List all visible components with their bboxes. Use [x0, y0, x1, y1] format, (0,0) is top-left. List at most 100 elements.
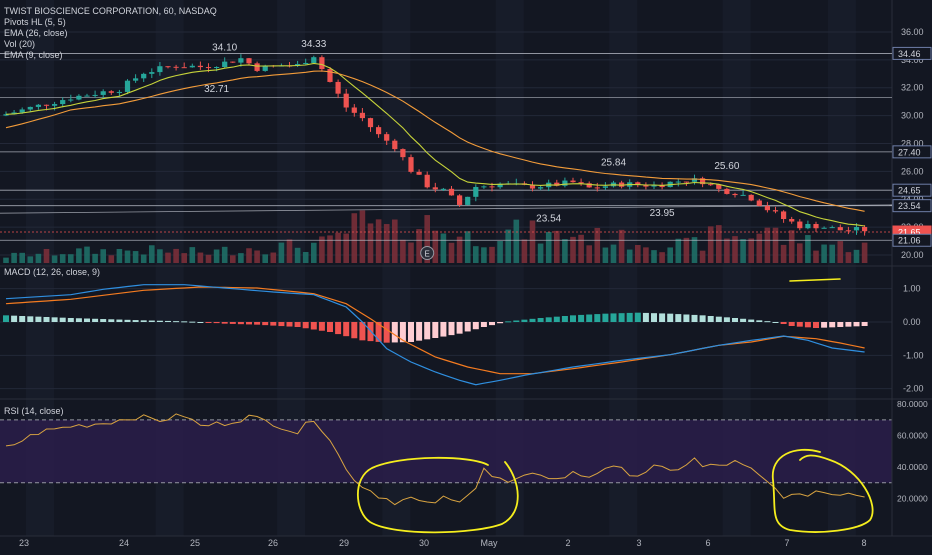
candle-body	[52, 104, 58, 106]
volume-bar	[554, 230, 560, 263]
price-level-tag[interactable]	[892, 46, 932, 60]
candle-body	[465, 196, 471, 205]
macd-histogram-bar	[440, 322, 447, 337]
price-level-tag[interactable]	[892, 199, 932, 213]
legend-vol[interactable]: Vol (20)	[4, 39, 36, 49]
annotation-ellipse[interactable]	[357, 456, 519, 534]
volume-bar	[124, 250, 131, 263]
volume-bar	[27, 256, 34, 263]
candle-body	[254, 63, 260, 71]
time-axis-label: 3	[636, 538, 641, 548]
macd-histogram-bar	[189, 321, 196, 323]
volume-bar	[157, 249, 163, 263]
volume-bar	[197, 252, 204, 263]
candle-body	[497, 183, 503, 188]
macd-histogram-bar	[310, 322, 317, 330]
macd-histogram-bar	[651, 313, 657, 322]
volume-bar	[716, 225, 722, 263]
volume-bar	[691, 237, 698, 263]
volume-bar	[59, 254, 66, 263]
candle-body	[724, 188, 730, 194]
candle-body	[570, 180, 576, 183]
annotation-underline[interactable]	[789, 278, 841, 282]
volume-bar	[521, 239, 528, 263]
volume-bar	[92, 253, 98, 263]
candle-body	[133, 78, 139, 81]
candle-body	[529, 184, 536, 189]
macd-histogram-bar	[108, 319, 115, 322]
macd-legend[interactable]: MACD (12, 26, close, 9)	[4, 267, 100, 278]
macd-histogram-bar	[594, 314, 601, 322]
macd-histogram-bar	[173, 321, 180, 323]
volume-bar	[788, 230, 795, 263]
chart-title: TWIST BIOSCIENCE CORPORATION, 60, NASDAQ	[4, 6, 217, 16]
annotation-ellipse[interactable]	[772, 448, 874, 533]
volume-bar	[626, 249, 633, 263]
macd-histogram-bar	[829, 322, 836, 328]
candle-body	[68, 99, 74, 101]
macd-histogram-bar	[51, 317, 58, 322]
macd-histogram-bar	[3, 315, 9, 322]
macd-histogram-bar	[602, 313, 609, 322]
time-axis-label: 25	[190, 538, 200, 548]
macd-histogram-bar	[796, 322, 803, 327]
volume-bar	[19, 252, 25, 263]
time-axis-label: 30	[419, 538, 429, 548]
volume-bar	[594, 227, 601, 263]
volume-bar	[408, 242, 414, 263]
macd-histogram-bar	[181, 321, 188, 323]
volume-bar	[116, 248, 123, 263]
legend-ema26[interactable]: EMA (26, close)	[4, 28, 68, 38]
time-axis-label: 29	[339, 538, 349, 548]
volume-bar	[165, 252, 171, 263]
volume-bar	[570, 236, 576, 263]
volume-bar	[659, 252, 665, 263]
volume-bar	[748, 238, 754, 263]
volume-bar	[699, 250, 706, 263]
candle-body	[619, 182, 625, 187]
candle-body	[837, 227, 843, 231]
volume-bar	[302, 252, 309, 263]
macd-tick-label: -1.00	[903, 350, 924, 360]
price-level-tag-label: 27.40	[898, 147, 921, 157]
volume-bar	[375, 219, 382, 263]
macd-histogram-bar	[489, 322, 495, 326]
macd-histogram-bar	[505, 321, 512, 323]
volume-bar	[505, 229, 511, 263]
price-level-tag-label: 21.06	[898, 236, 921, 246]
rsi-legend[interactable]: RSI (14, close)	[4, 406, 64, 417]
candle-body	[43, 104, 50, 106]
macd-tick-label: 0.00	[903, 317, 921, 327]
volume-bar	[732, 236, 738, 263]
price-level-tag[interactable]	[892, 233, 932, 247]
legend-pivots[interactable]: Pivots HL (5, 5)	[4, 17, 66, 27]
macd-histogram-bar	[416, 322, 423, 341]
time-axis-label: 6	[705, 538, 710, 548]
macd-histogram-bar	[335, 322, 342, 335]
volume-bar	[489, 246, 495, 263]
earnings-event-label: E	[425, 250, 430, 259]
legend-ema9[interactable]: EMA (9, close)	[4, 50, 63, 60]
macd-histogram-bar	[845, 322, 852, 327]
macd-histogram-bar	[424, 322, 431, 340]
macd-histogram-bar	[359, 322, 366, 341]
time-axis-label: 24	[119, 538, 129, 548]
candle-body	[246, 58, 252, 64]
earnings-event-icon[interactable]	[420, 246, 435, 260]
price-level-tag[interactable]	[892, 145, 932, 159]
candle-body	[124, 80, 131, 92]
volume-bar	[432, 230, 439, 263]
candle-body	[554, 182, 560, 186]
time-axis-label: 2	[565, 538, 570, 548]
macd-histogram-bar	[246, 322, 252, 325]
volume-bar	[797, 243, 803, 263]
volume-bar	[764, 227, 771, 263]
candle-body	[797, 221, 803, 229]
price-level-tag[interactable]	[892, 183, 932, 197]
volume-bar	[772, 227, 779, 263]
price-level-tag-label: 21.65	[898, 228, 921, 238]
pivot-label: 34.33	[301, 39, 326, 50]
volume-bar	[43, 248, 50, 263]
macd-histogram-bar	[100, 319, 107, 322]
